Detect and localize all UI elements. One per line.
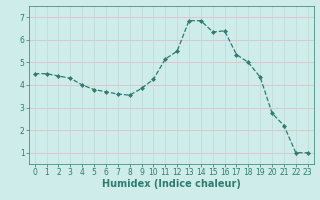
X-axis label: Humidex (Indice chaleur): Humidex (Indice chaleur) bbox=[102, 179, 241, 189]
